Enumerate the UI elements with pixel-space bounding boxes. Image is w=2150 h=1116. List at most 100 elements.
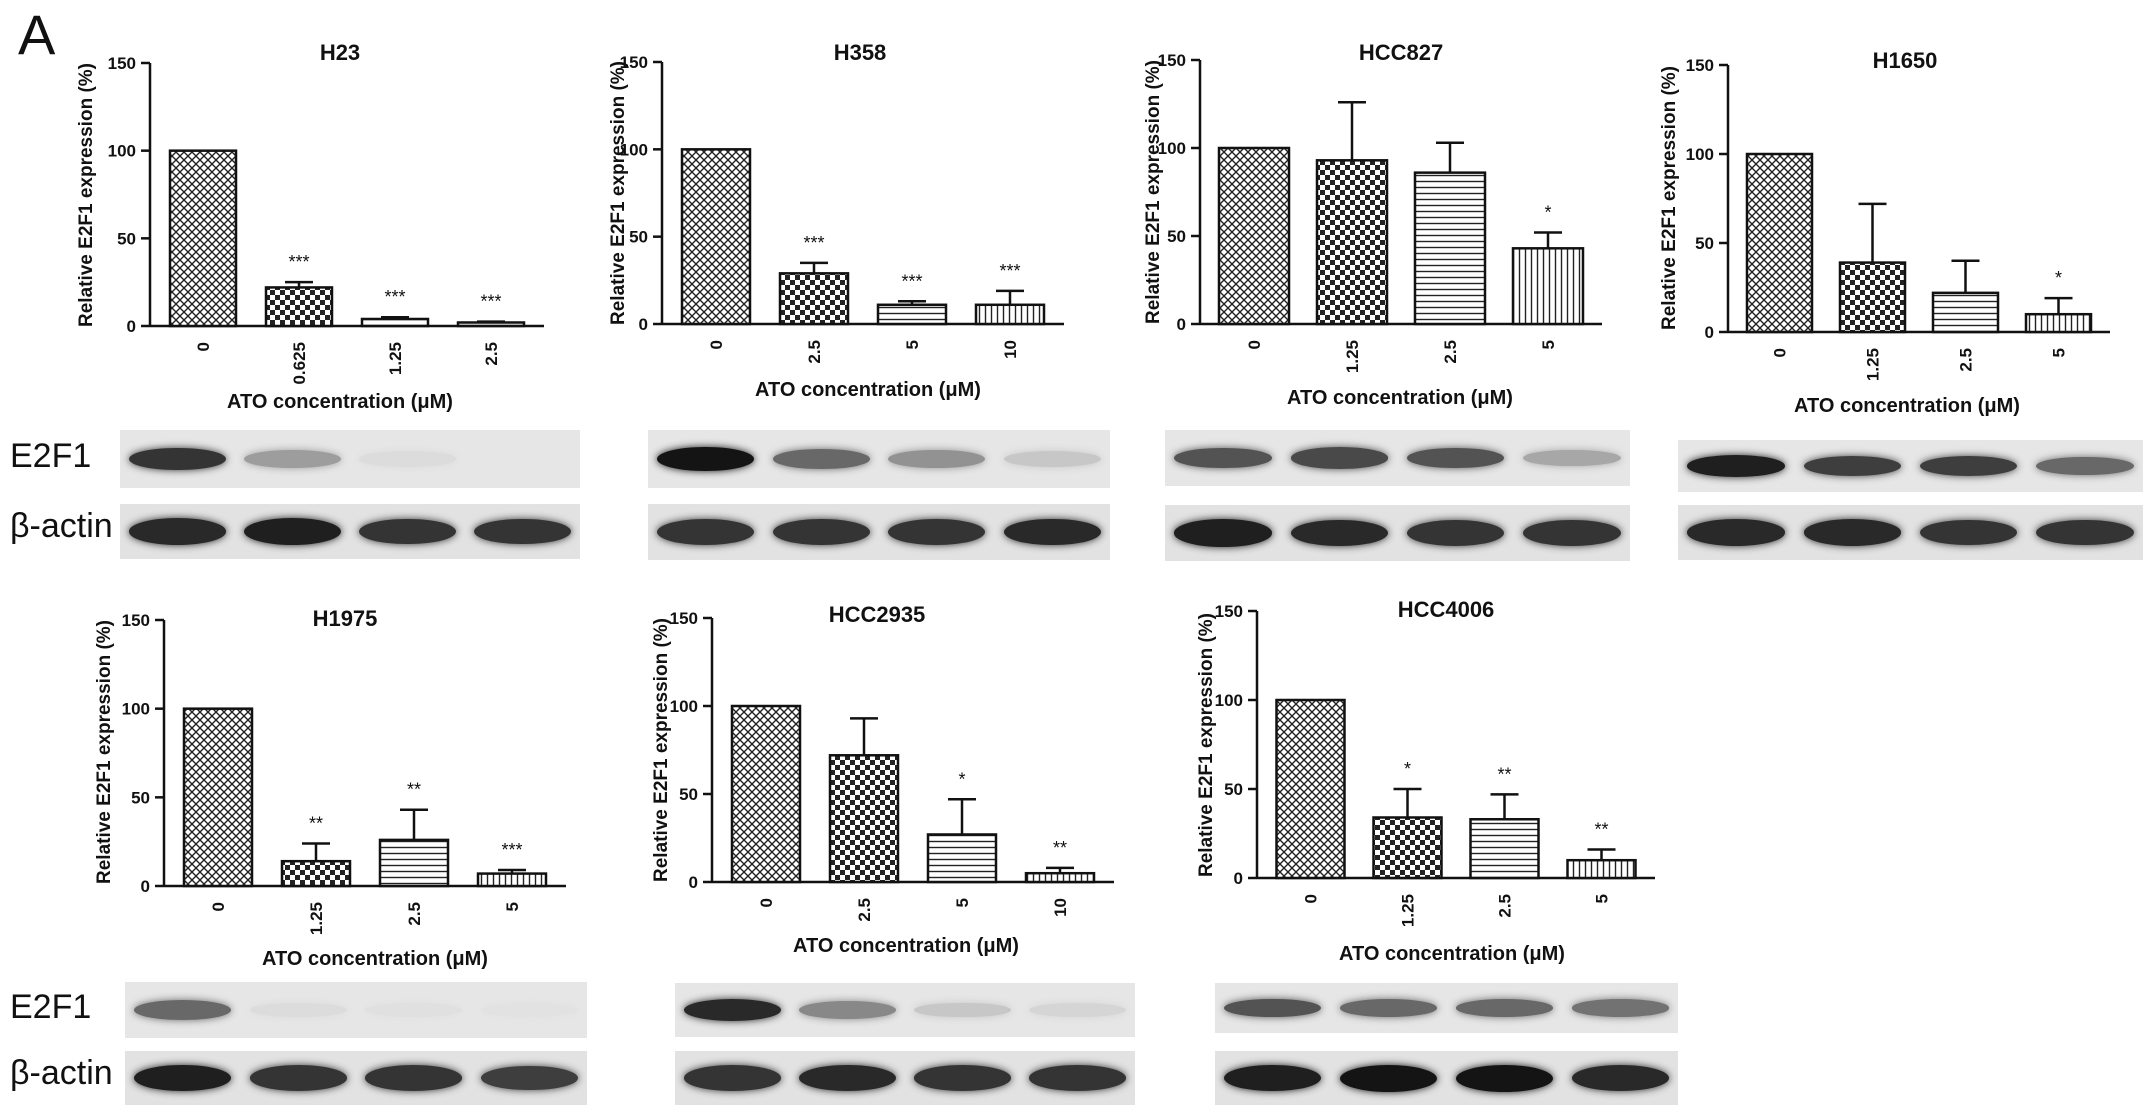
blot-band <box>129 447 226 471</box>
bar <box>876 303 948 326</box>
blot-band <box>1523 519 1621 547</box>
blot-band <box>480 1065 578 1091</box>
blot-actin-hcc4006 <box>1215 1051 1678 1105</box>
blot-band <box>1340 1064 1438 1092</box>
bar <box>1275 698 1346 880</box>
blot-band <box>1455 999 1553 1017</box>
x-tick-label: 2.5 <box>805 340 824 364</box>
y-tick-label: 100 <box>1686 145 1714 164</box>
bar <box>680 148 752 326</box>
x-axis-label: ATO concentration (μM) <box>227 391 453 413</box>
x-tick-label: 5 <box>2050 348 2069 357</box>
y-tick-label: 100 <box>1158 139 1186 158</box>
blot-band <box>914 1065 1011 1091</box>
blot-e2f1-hcc2935 <box>675 983 1135 1037</box>
y-tick-label: 100 <box>1215 691 1243 710</box>
blot-band <box>799 1065 896 1091</box>
y-axis-label: Relative E2F1 expression (%) <box>94 620 115 884</box>
blot-band <box>1406 447 1505 469</box>
bar <box>1315 159 1389 326</box>
blot-band <box>1029 1065 1126 1091</box>
x-tick-label: 0 <box>194 342 213 351</box>
blot-band <box>249 1065 347 1091</box>
chart-title: H1975 <box>313 606 378 631</box>
x-tick-label: 10 <box>1001 340 1020 359</box>
blot-band <box>1003 518 1101 546</box>
x-tick-label: 0 <box>209 902 228 911</box>
significance-label: ** <box>1053 838 1067 858</box>
y-tick-label: 100 <box>122 700 150 719</box>
blot-band <box>365 1002 463 1018</box>
blot-actin-h358 <box>648 504 1110 560</box>
blot-band <box>1455 1064 1553 1092</box>
blot-e2f1-h1975 <box>125 982 587 1038</box>
x-tick-label: 1.25 <box>1399 894 1418 927</box>
blot-band <box>244 518 341 545</box>
blot-band <box>684 1065 781 1091</box>
panel-label: A <box>18 3 56 66</box>
x-axis-label: ATO concentration (μM) <box>1794 395 2020 417</box>
x-tick-label: 5 <box>1539 340 1558 349</box>
blot-band <box>772 518 870 546</box>
blot-band <box>1406 519 1505 547</box>
y-tick-label: 150 <box>1215 602 1243 621</box>
blot-band <box>1571 1065 1669 1091</box>
y-tick-label: 150 <box>1158 51 1186 70</box>
blot-band <box>1919 519 2018 546</box>
blot-band <box>1174 447 1272 469</box>
y-tick-label: 0 <box>1705 323 1714 342</box>
significance-label: * <box>2055 268 2062 288</box>
blot-actin-h23 <box>120 504 580 559</box>
y-axis-label: Relative E2F1 expression (%) <box>1143 60 1164 324</box>
y-tick-label: 150 <box>670 609 698 628</box>
blot-e2f1-h1650 <box>1678 440 2143 492</box>
blot-band <box>1803 455 1902 477</box>
x-tick-label: 0 <box>1771 348 1790 357</box>
bar <box>264 286 334 328</box>
blot-band <box>129 518 226 545</box>
blot-band <box>134 1000 232 1020</box>
blot-band <box>684 999 781 1021</box>
y-tick-label: 0 <box>639 315 648 334</box>
bar <box>456 321 526 328</box>
blot-band <box>480 1002 578 1018</box>
y-axis-label: Relative E2F1 expression (%) <box>1196 613 1217 877</box>
blot-row-label-actin: β-actin <box>10 507 113 545</box>
y-tick-label: 50 <box>1224 780 1243 799</box>
bar <box>974 303 1046 326</box>
blot-band <box>244 449 341 468</box>
y-tick-label: 150 <box>620 53 648 72</box>
blot-band <box>1919 455 2018 477</box>
blot-band <box>657 446 755 472</box>
bar <box>476 872 548 888</box>
bar <box>280 859 352 888</box>
chart-title: H1650 <box>1873 48 1938 73</box>
bar <box>378 838 450 888</box>
blot-e2f1-hcc4006 <box>1215 983 1678 1033</box>
y-axis-label: Relative E2F1 expression (%) <box>1659 66 1680 330</box>
x-tick-label: 2.5 <box>855 898 874 922</box>
blot-band <box>1290 447 1389 469</box>
blot-band <box>2036 456 2134 476</box>
bar <box>1931 291 2000 334</box>
y-axis-label: Relative E2F1 expression (%) <box>76 63 97 327</box>
x-tick-label: 0 <box>707 340 726 349</box>
y-tick-label: 0 <box>127 317 136 336</box>
blot-band <box>474 518 571 545</box>
y-tick-label: 0 <box>141 877 150 896</box>
x-axis-label: ATO concentration (μM) <box>262 948 488 970</box>
significance-label: *** <box>384 287 405 307</box>
bar <box>1372 816 1443 880</box>
bar <box>1745 152 1814 334</box>
blot-band <box>249 1002 347 1018</box>
y-tick-label: 0 <box>1177 315 1186 334</box>
blot-band <box>1174 519 1272 547</box>
blot-band <box>1571 999 1669 1017</box>
bar <box>168 149 238 328</box>
y-tick-label: 150 <box>1686 56 1714 75</box>
x-axis-label: ATO concentration (μM) <box>1339 943 1565 965</box>
x-tick-label: 0 <box>1245 340 1264 349</box>
